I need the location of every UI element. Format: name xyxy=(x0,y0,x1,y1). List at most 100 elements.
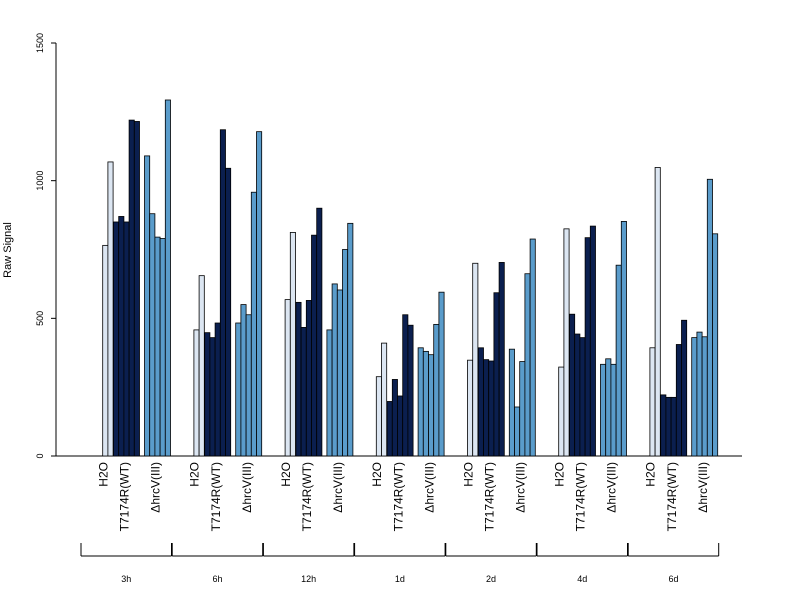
category-label: H2O xyxy=(279,462,293,487)
bar xyxy=(326,329,333,457)
bar xyxy=(610,363,617,457)
bar xyxy=(438,291,445,457)
bar xyxy=(128,119,135,457)
bar xyxy=(219,129,226,457)
bar xyxy=(615,264,622,457)
bar xyxy=(508,348,515,457)
bar xyxy=(311,234,318,457)
category-label: ΔhrcV(III) xyxy=(514,462,528,513)
category-label: T7174R(WT) xyxy=(209,462,223,531)
bar xyxy=(477,347,484,457)
group-labels: 3h 6h 12h 1d 2d 4d 6d xyxy=(80,543,720,584)
bar xyxy=(149,213,156,457)
bar xyxy=(193,329,200,457)
category-label: T7174R(WT) xyxy=(665,462,679,531)
y-tick-label: 500 xyxy=(35,311,45,326)
bar xyxy=(289,232,296,457)
category-label: H2O xyxy=(370,462,384,487)
category-label: T7174R(WT) xyxy=(300,462,314,531)
category-label: ΔhrcV(III) xyxy=(696,462,710,513)
bar xyxy=(347,222,354,457)
bar xyxy=(660,394,667,457)
bar xyxy=(498,262,505,457)
bar xyxy=(696,331,703,457)
category-labels: H2O T7174R(WT) ΔhrcV(III) H2O T7174R(WT) Δhrc… xyxy=(97,462,710,531)
bar xyxy=(402,314,409,457)
bar xyxy=(225,167,232,457)
bar xyxy=(305,300,312,457)
bar xyxy=(316,207,323,457)
bar xyxy=(342,249,349,457)
bar xyxy=(107,161,114,457)
category-label: H2O xyxy=(97,462,111,487)
bar xyxy=(113,221,120,457)
group-label: 2d xyxy=(486,574,496,584)
bar xyxy=(706,178,713,457)
group-label: 6h xyxy=(212,574,222,584)
bar xyxy=(524,273,531,457)
bar xyxy=(144,155,151,457)
bar xyxy=(493,292,500,457)
bar xyxy=(691,337,698,457)
group-label: 1d xyxy=(395,574,405,584)
bar xyxy=(579,337,586,457)
bar xyxy=(245,314,252,457)
y-tick-label: 0 xyxy=(35,453,45,458)
bar xyxy=(284,299,291,457)
bar xyxy=(649,347,656,457)
bar xyxy=(563,228,570,457)
bar xyxy=(235,322,242,457)
bar xyxy=(701,336,708,457)
bar xyxy=(433,323,440,457)
bar xyxy=(605,358,612,457)
bar xyxy=(118,216,125,457)
bar xyxy=(654,167,661,457)
bar xyxy=(558,366,565,457)
bar xyxy=(584,237,591,457)
bar xyxy=(417,347,424,457)
bar xyxy=(209,337,216,457)
category-label: ΔhrcV(III) xyxy=(149,462,163,513)
bar xyxy=(519,361,526,457)
bar xyxy=(665,396,672,457)
bar xyxy=(154,236,161,457)
bar xyxy=(204,332,211,457)
group-label: 6d xyxy=(668,574,678,584)
category-label: T7174R(WT) xyxy=(483,462,497,531)
bar xyxy=(529,238,536,457)
bar xyxy=(256,131,263,457)
bar xyxy=(214,322,221,457)
bar xyxy=(514,406,521,457)
bar xyxy=(159,238,166,457)
bar xyxy=(164,99,171,457)
bar xyxy=(123,221,130,457)
bar xyxy=(620,221,627,457)
bar xyxy=(198,275,205,457)
bar xyxy=(488,360,495,457)
group-label: 3h xyxy=(121,574,131,584)
bar xyxy=(712,233,719,457)
y-tick-label: 1500 xyxy=(35,33,45,53)
bar xyxy=(407,324,414,457)
bar xyxy=(483,359,490,457)
bar xyxy=(574,333,581,457)
bars xyxy=(102,99,719,457)
bar xyxy=(569,313,576,457)
category-label: H2O xyxy=(188,462,202,487)
bar xyxy=(681,319,688,457)
group-label: 4d xyxy=(577,574,587,584)
category-label: H2O xyxy=(461,462,475,487)
bar xyxy=(670,396,677,457)
bar xyxy=(472,262,479,457)
bar xyxy=(250,191,257,457)
bar xyxy=(397,395,404,457)
category-label: ΔhrcV(III) xyxy=(240,462,254,513)
category-label: ΔhrcV(III) xyxy=(605,462,619,513)
category-label: H2O xyxy=(644,462,658,487)
category-label: ΔhrcV(III) xyxy=(422,462,436,513)
bar xyxy=(375,376,382,457)
bar xyxy=(422,350,429,457)
bar xyxy=(295,301,302,457)
bar xyxy=(133,121,140,457)
